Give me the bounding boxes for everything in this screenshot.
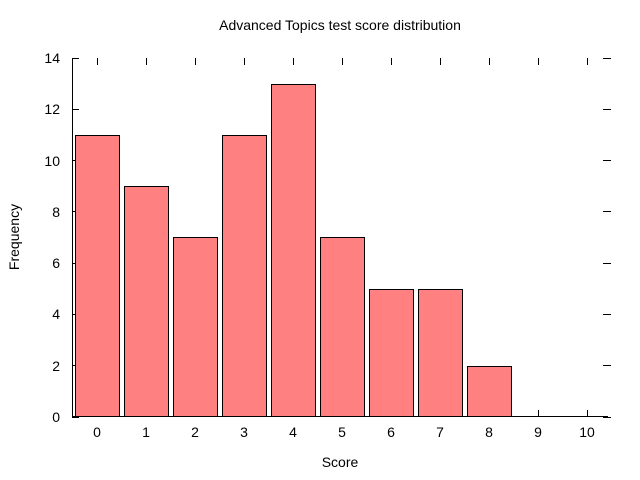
bar — [319, 237, 365, 417]
top-tick — [439, 58, 441, 65]
chart-title: Advanced Topics test score distribution — [219, 17, 461, 33]
bar — [368, 289, 414, 417]
y-tick-label: 12 — [44, 101, 60, 118]
top-tick — [341, 58, 343, 65]
bar — [123, 186, 169, 417]
top-tick — [292, 58, 294, 65]
y-tick-label: 8 — [52, 203, 60, 220]
y-tick-label: 0 — [52, 409, 60, 425]
x-axis-label: Score — [321, 454, 359, 470]
top-tick — [390, 58, 392, 65]
top-tick — [194, 58, 196, 65]
x-tick — [537, 410, 539, 417]
x-tick-label: 4 — [289, 424, 297, 440]
bar — [417, 289, 463, 417]
y-tick-label: 2 — [52, 357, 60, 374]
x-tick-label: 10 — [579, 424, 595, 440]
y-tick-label: 10 — [44, 152, 60, 169]
bar — [221, 135, 267, 417]
plot-area: 0 2 4 6 8 10 12 14 0 1 2 3 4 5 6 7 8 9 10 — [44, 50, 611, 440]
right-tick — [603, 313, 611, 315]
y-tick-label: 14 — [44, 50, 60, 66]
bar — [74, 135, 120, 417]
right-tick — [603, 262, 611, 264]
x-tick-label: 3 — [240, 424, 248, 440]
y-tick-label: 4 — [52, 306, 60, 323]
bar — [270, 84, 316, 417]
bar — [466, 366, 512, 417]
x-tick-label: 5 — [338, 424, 346, 440]
x-tick-label: 2 — [191, 424, 199, 440]
y-axis-line — [72, 58, 73, 417]
right-tick — [603, 365, 611, 367]
bar — [172, 237, 218, 417]
right-tick — [603, 57, 611, 59]
top-tick — [537, 58, 539, 65]
x-tick-label: 8 — [485, 424, 493, 440]
top-tick — [488, 58, 490, 65]
x-tick-label: 0 — [93, 424, 101, 440]
top-tick — [586, 58, 588, 65]
x-tick-label: 6 — [387, 424, 395, 440]
top-tick — [243, 58, 245, 65]
y-tick-label: 6 — [52, 255, 60, 272]
x-tick-label: 9 — [534, 424, 542, 440]
x-tick-label: 1 — [142, 424, 150, 440]
right-tick — [603, 416, 611, 418]
top-tick — [145, 58, 147, 65]
x-tick-label: 7 — [436, 424, 444, 440]
right-tick — [603, 160, 611, 162]
y-tick — [72, 108, 79, 110]
top-tick — [96, 58, 98, 65]
x-tick — [586, 410, 588, 417]
right-tick — [603, 108, 611, 110]
y-tick — [72, 416, 79, 418]
y-tick — [72, 57, 79, 59]
right-tick — [603, 211, 611, 213]
